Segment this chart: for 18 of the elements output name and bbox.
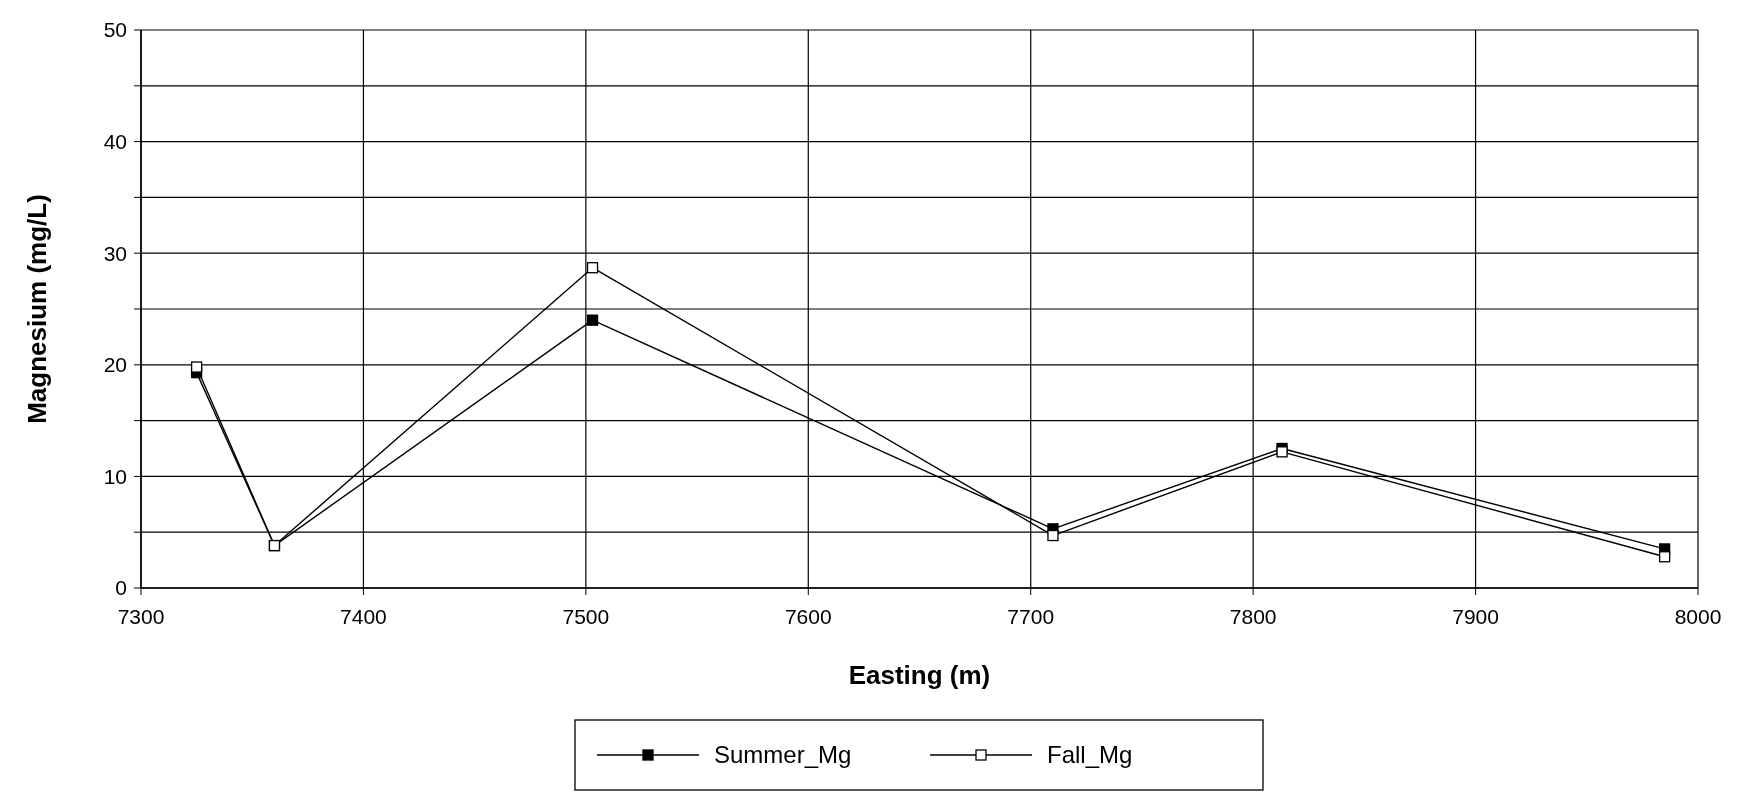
- y-tick-label: 20: [103, 353, 127, 377]
- y-axis-title: Magnesium (mg/L): [22, 194, 52, 424]
- y-tick-label: 10: [103, 464, 127, 488]
- x-tick-label: 7900: [1452, 605, 1499, 628]
- y-tick-label: 0: [115, 576, 127, 600]
- y-tick-label: 50: [103, 18, 127, 42]
- y-tick-label: 30: [103, 241, 127, 265]
- legend-label: Summer_Mg: [714, 741, 852, 769]
- x-tick-label: 7600: [784, 605, 832, 628]
- legend-label: Fall_Mg: [1047, 741, 1133, 769]
- x-tick-label: 7400: [340, 605, 387, 628]
- x-tick-label: 7300: [117, 605, 165, 628]
- x-axis-title: Easting (m): [848, 660, 991, 690]
- x-tick-label: 7800: [1229, 605, 1277, 628]
- y-tick-label: 40: [103, 129, 127, 153]
- x-tick-label: 7500: [562, 605, 610, 628]
- x-tick-label: 8000: [1674, 605, 1722, 628]
- x-tick-label: 7700: [1007, 605, 1055, 628]
